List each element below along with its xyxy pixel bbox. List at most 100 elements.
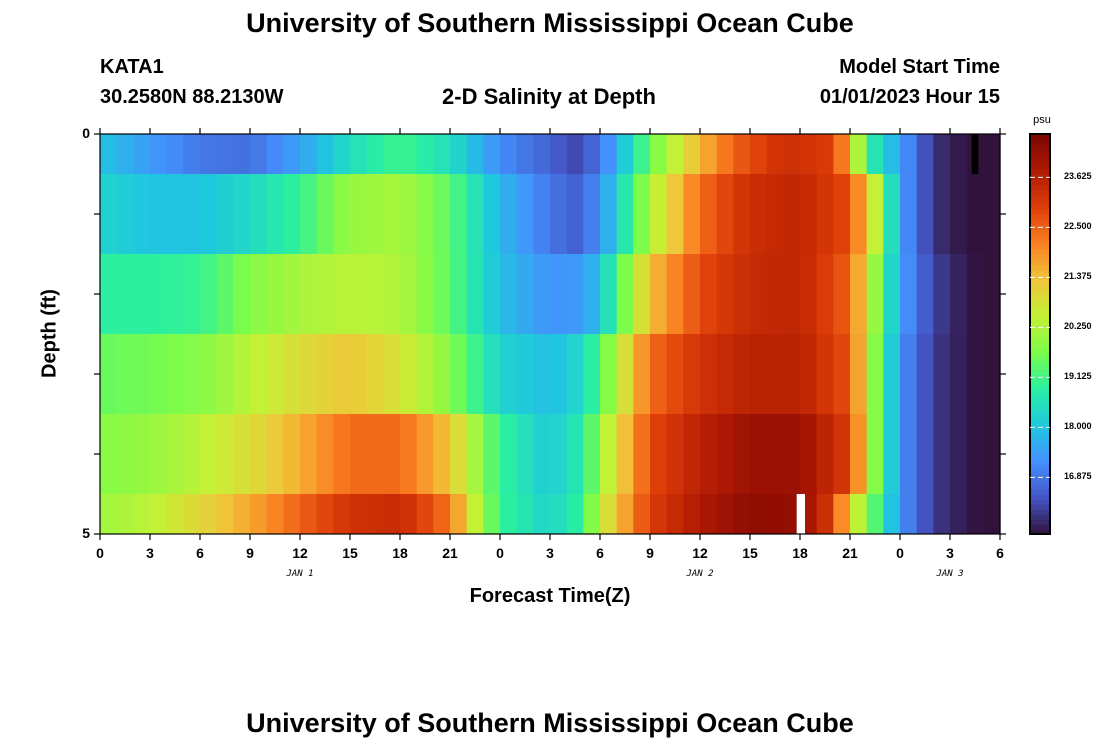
x-tick-label: 6 [196, 545, 204, 561]
colorbar-tick-label: 19.125 [1064, 371, 1092, 382]
heatmap-cell [700, 494, 718, 534]
model-start-label: Model Start Time [839, 56, 1000, 78]
colorbar-tick-label: 18.000 [1064, 421, 1092, 432]
colorbar-tick-label: 16.875 [1064, 471, 1092, 482]
heatmap-cell [616, 254, 634, 334]
colorbar-segment [1030, 399, 1050, 405]
colorbar-segment [1030, 174, 1050, 180]
x-tick-label: 18 [392, 545, 408, 561]
heatmap-cell [600, 334, 618, 414]
heatmap-cell [850, 134, 868, 174]
heatmap-cell [983, 414, 1001, 494]
colorbar-segment [1030, 499, 1050, 505]
colorbar-segment [1030, 229, 1050, 235]
heatmap-marker [971, 134, 979, 174]
heatmap-cell [683, 134, 701, 174]
heatmap-cell [416, 334, 434, 414]
heatmap-cell [733, 134, 751, 174]
x-tick-label: 3 [146, 545, 154, 561]
date-label: JAN 2 [686, 569, 714, 579]
heatmap-cell [216, 174, 234, 254]
heatmap-cell [883, 494, 901, 534]
heatmap-cell [650, 494, 668, 534]
heatmap-cell [250, 414, 268, 494]
heatmap-cell [716, 414, 734, 494]
heatmap-cell [833, 134, 851, 174]
heatmap-cell [550, 494, 568, 534]
heatmap-cell [650, 174, 668, 254]
heatmap-cell [933, 494, 951, 534]
heatmap-cell [416, 174, 434, 254]
heatmap-cell [433, 494, 451, 534]
heatmap-cell [866, 414, 884, 494]
heatmap-cell [966, 414, 984, 494]
heatmap-cell [250, 134, 268, 174]
heatmap-cell [733, 174, 751, 254]
heatmap-cell [600, 174, 618, 254]
colorbar-segment [1030, 149, 1050, 155]
heatmap-cell [250, 174, 268, 254]
heatmap-cell [283, 494, 301, 534]
heatmap-cell [966, 494, 984, 534]
heatmap-cell [600, 414, 618, 494]
colorbar-segment [1030, 199, 1050, 205]
heatmap-cell [300, 414, 318, 494]
heatmap-cell [933, 414, 951, 494]
colorbar-segment [1030, 459, 1050, 465]
heatmap-cell [350, 174, 368, 254]
heatmap-cell [783, 334, 801, 414]
colorbar-segment [1030, 409, 1050, 415]
colorbar-segment [1030, 519, 1050, 525]
heatmap-cell [250, 334, 268, 414]
heatmap-cell [833, 494, 851, 534]
heatmap-cell [433, 174, 451, 254]
heatmap-cell [250, 494, 268, 534]
colorbar-segment [1030, 259, 1050, 265]
heatmap-cell [900, 134, 918, 174]
heatmap-cell [816, 494, 834, 534]
heatmap-cell [100, 134, 118, 174]
heatmap-cell [183, 174, 201, 254]
heatmap-cell [350, 414, 368, 494]
colorbar-segment [1030, 134, 1050, 140]
heatmap-cell [783, 134, 801, 174]
heatmap-cell [616, 494, 634, 534]
heatmap-cell [333, 414, 351, 494]
heatmap-cell [216, 494, 234, 534]
heatmap-cell [116, 414, 134, 494]
heatmap-cell [266, 174, 284, 254]
colorbar-segment [1030, 189, 1050, 195]
colorbar-segment [1030, 264, 1050, 270]
heatmap-cell [900, 414, 918, 494]
heatmap-cell [183, 414, 201, 494]
heatmap-cell [666, 494, 684, 534]
x-tick-label: 18 [792, 545, 808, 561]
heatmap-cell [566, 494, 584, 534]
heatmap-cell [483, 494, 501, 534]
colorbar-segment [1030, 449, 1050, 455]
heatmap-cell [583, 414, 601, 494]
colorbar-segment [1030, 309, 1050, 315]
heatmap-cell [566, 414, 584, 494]
x-tick-label: 21 [842, 545, 858, 561]
heatmap-cell [900, 174, 918, 254]
heatmap-cell [616, 414, 634, 494]
heatmap-cell [516, 254, 534, 334]
page-title: University of Southern Mississippi Ocean… [246, 8, 854, 38]
heatmap-cell [350, 254, 368, 334]
colorbar-segment [1030, 314, 1050, 320]
heatmap-cell [116, 254, 134, 334]
heatmap-cell [183, 254, 201, 334]
colorbar-segment [1030, 289, 1050, 295]
heatmap-cell [983, 494, 1001, 534]
colorbar-segment [1030, 279, 1050, 285]
heatmap-cell [916, 254, 934, 334]
x-tick-label: 6 [996, 545, 1004, 561]
heatmap-cell [366, 414, 384, 494]
heatmap-cell [516, 334, 534, 414]
heatmap-cell [466, 254, 484, 334]
colorbar-tick-label: 21.375 [1064, 271, 1092, 282]
heatmap-cell [716, 174, 734, 254]
colorbar-segment [1030, 494, 1050, 500]
heatmap-cell [400, 254, 418, 334]
